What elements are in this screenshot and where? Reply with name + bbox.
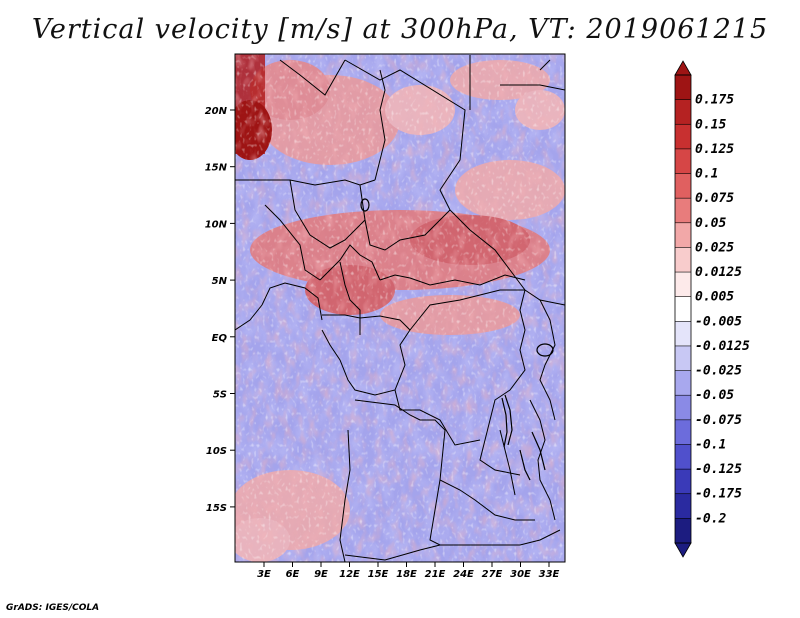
colorbar-swatch [675, 173, 691, 199]
colorbar-label: -0.075 [695, 413, 742, 428]
lon-label: 9E [314, 569, 328, 580]
lon-label: 15E [368, 569, 389, 580]
colorbar-swatch [675, 321, 691, 347]
lat-label: 15N [205, 163, 228, 174]
lon-label: 6E [286, 569, 300, 580]
colorbar-swatch [675, 345, 691, 372]
colorbar-label: 0.0125 [695, 265, 742, 280]
lat-label: 5N [212, 276, 228, 287]
colorbar-swatch [675, 148, 691, 175]
lakes [360, 198, 554, 481]
colorbar-label: -0.005 [695, 314, 742, 329]
colorbar-label: 0.025 [695, 240, 734, 255]
colorbar-label: 0.125 [695, 142, 734, 157]
colorbar-label: -0.0125 [695, 339, 750, 354]
lat-label: 15S [206, 503, 227, 514]
colorbar-swatch [675, 493, 691, 519]
velocity-field [235, 54, 565, 562]
lon-label: 30E [510, 569, 531, 580]
lat-label: 20N [205, 106, 228, 117]
lon-label: 24E [453, 569, 474, 580]
colorbar-swatch [675, 370, 691, 396]
lat-label: 10N [205, 219, 228, 230]
colorbar-label: -0.1 [695, 437, 726, 452]
colorbar: 0.175 0.15 0.125 0.1 0.075 0.05 0.025 0.0125 0.0… [674, 60, 750, 558]
colorbar-swatch [675, 419, 691, 445]
lon-axis: 3E 6E 9E 12E 15E 18E 21E 24E 27E 30E 33E [257, 562, 560, 580]
colorbar-swatch [675, 247, 691, 273]
colorbar-label: 0.075 [695, 191, 734, 206]
colorbar-swatch [675, 395, 691, 421]
lat-axis: 20N 15N 10N 5N EQ 5S 10S 15S [205, 106, 235, 514]
lon-label: 3E [257, 569, 271, 580]
colorbar-label: 0.175 [695, 93, 734, 108]
colorbar-swatch [675, 518, 691, 544]
colorbar-swatch [675, 124, 691, 150]
lon-label: 12E [339, 569, 360, 580]
colorbar-label: -0.2 [695, 511, 726, 526]
lat-label: EQ [212, 333, 228, 344]
colorbar-swatch [675, 272, 691, 298]
lat-label: 10S [206, 446, 227, 457]
colorbar-swatch [675, 222, 691, 248]
colorbar-swatch [675, 198, 691, 224]
colorbar-frame [674, 74, 692, 544]
map-title: Vertical velocity [m/s] at 300hPa, VT: 2… [31, 14, 769, 45]
colorbar-label: 0.005 [695, 290, 734, 305]
lon-label: 18E [396, 569, 417, 580]
colorbar-label: -0.175 [695, 487, 742, 502]
colorbar-label: 0.15 [695, 117, 726, 132]
lon-label: 27E [482, 569, 503, 580]
colorbar-swatch [675, 296, 691, 322]
footer-credit: GrADS: IGES/COLA [6, 603, 100, 613]
colorbar-label: 0.05 [695, 216, 726, 231]
colorbar-swatch [675, 75, 691, 101]
colorbar-label: 0.1 [695, 167, 718, 182]
colorbar-top-arrow [674, 60, 692, 76]
country-borders [235, 55, 565, 562]
colorbar-swatch [675, 469, 691, 495]
colorbar-label: -0.125 [695, 462, 742, 477]
map-frame [234, 53, 566, 563]
lon-label: 21E [425, 569, 446, 580]
colorbar-bottom-arrow [674, 542, 692, 558]
colorbar-swatch [675, 444, 691, 470]
colorbar-label: -0.05 [695, 388, 734, 403]
lat-label: 5S [213, 390, 227, 401]
colorbar-label: -0.025 [695, 364, 742, 379]
lon-label: 33E [539, 569, 560, 580]
colorbar-swatch [675, 99, 691, 125]
